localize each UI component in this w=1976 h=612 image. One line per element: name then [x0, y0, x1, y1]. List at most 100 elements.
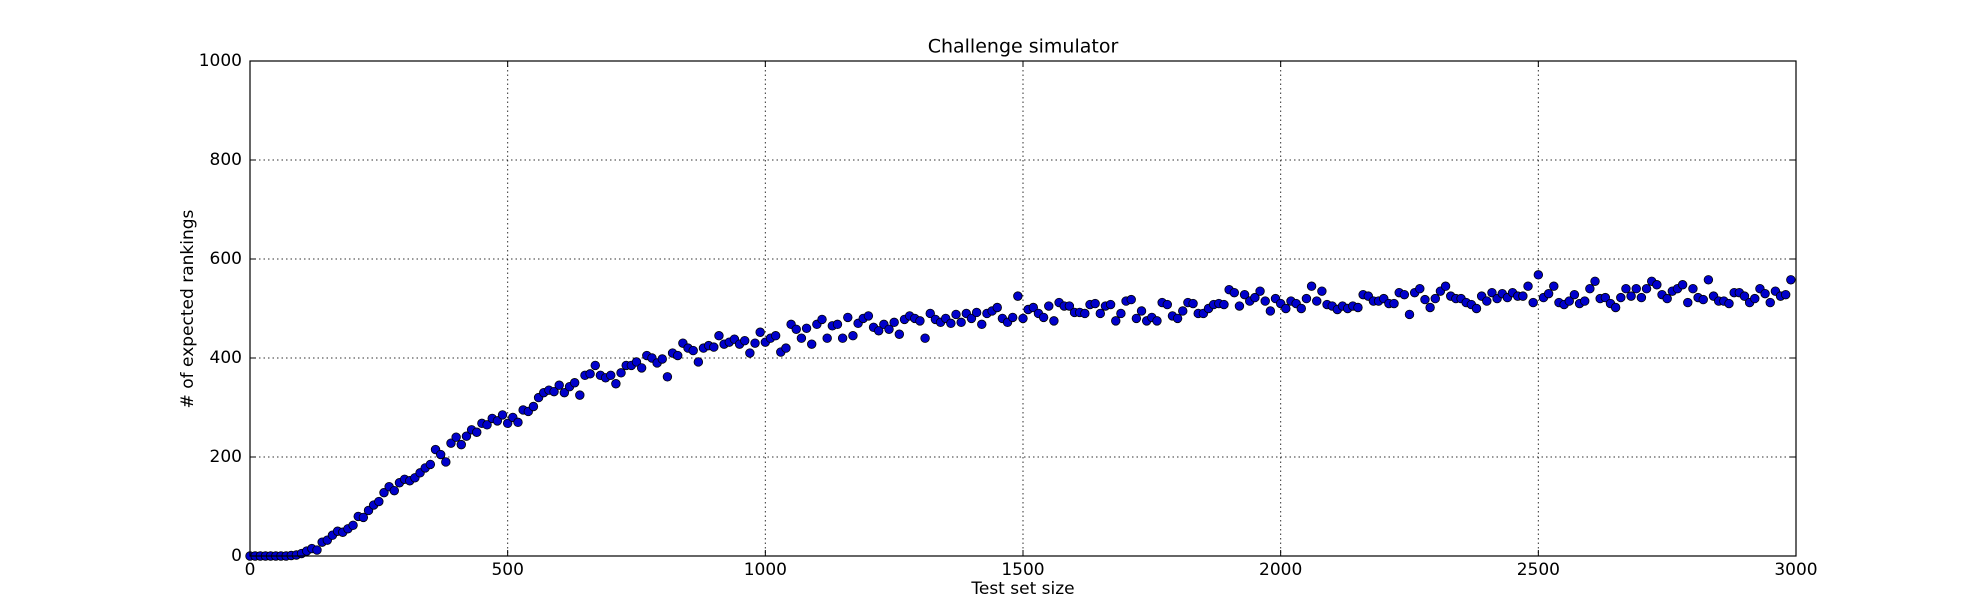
point: [1126, 294, 1136, 305]
point: [1518, 291, 1528, 301]
point: [1317, 286, 1327, 296]
point: [992, 302, 1002, 313]
y-tick-label: 600: [210, 249, 242, 269]
point: [1425, 302, 1435, 313]
point: [1610, 302, 1621, 313]
y-tick-label: 1000: [199, 51, 242, 71]
point: [1255, 286, 1265, 296]
x-tick-label: 1000: [744, 560, 787, 580]
point: [1724, 298, 1734, 309]
point: [1440, 281, 1451, 291]
point: [1296, 303, 1306, 314]
point: [1631, 284, 1641, 294]
point: [801, 323, 812, 334]
point: [693, 357, 704, 367]
point: [1178, 306, 1188, 316]
point: [482, 420, 492, 430]
point: [1641, 284, 1652, 294]
point: [971, 307, 982, 318]
point: [1487, 287, 1497, 298]
point: [1353, 302, 1363, 313]
point: [1564, 296, 1574, 306]
point: [606, 370, 616, 381]
point: [915, 316, 925, 326]
x-tick-label: 3000: [1774, 560, 1817, 580]
point: [874, 326, 884, 336]
point: [312, 545, 322, 555]
point: [750, 338, 760, 348]
point: [1482, 296, 1492, 306]
point: [590, 360, 600, 371]
point: [1038, 312, 1049, 323]
point: [611, 379, 621, 389]
point: [1528, 297, 1538, 308]
point: [1306, 281, 1317, 291]
point: [1420, 294, 1430, 305]
point: [966, 313, 977, 324]
point: [770, 331, 781, 341]
point: [837, 333, 848, 343]
point: [1698, 294, 1708, 305]
point: [1399, 289, 1410, 300]
point: [894, 329, 905, 339]
point: [616, 368, 626, 378]
point: [1265, 306, 1276, 316]
chart-title: Challenge simulator: [928, 36, 1119, 58]
point: [951, 309, 961, 320]
point: [348, 520, 358, 531]
point: [781, 343, 791, 353]
point: [1780, 289, 1791, 300]
point: [1616, 292, 1626, 303]
point: [472, 427, 482, 437]
point: [848, 331, 858, 341]
point: [1549, 281, 1559, 291]
point: [1105, 299, 1116, 310]
point: [1028, 302, 1039, 313]
point: [1739, 291, 1750, 301]
point: [1044, 301, 1054, 311]
point: [461, 431, 472, 441]
point: [425, 459, 436, 470]
point: [662, 372, 673, 382]
point: [755, 327, 765, 337]
x-tick-label: 2500: [1517, 560, 1560, 580]
point: [1234, 301, 1245, 311]
point: [1188, 298, 1198, 309]
point: [1688, 284, 1698, 294]
point: [1626, 291, 1636, 301]
point: [817, 314, 827, 325]
y-tick-label: 400: [210, 348, 242, 368]
point: [1636, 292, 1647, 303]
point: [1430, 293, 1440, 304]
point: [1064, 301, 1075, 311]
point: [807, 339, 817, 349]
point: [1095, 308, 1106, 319]
point: [863, 311, 874, 321]
point: [1471, 303, 1482, 314]
point: [709, 342, 719, 352]
point: [956, 317, 966, 328]
point: [502, 418, 513, 429]
point: [1662, 293, 1672, 304]
point: [822, 333, 832, 343]
point: [451, 432, 461, 442]
point: [1260, 296, 1270, 306]
point: [1013, 291, 1023, 301]
point: [1585, 284, 1595, 294]
point: [832, 319, 843, 330]
point: [745, 348, 755, 358]
point: [549, 386, 559, 397]
point: [791, 324, 801, 334]
point: [920, 333, 930, 343]
point: [1523, 281, 1533, 291]
point: [559, 387, 570, 398]
point: [1621, 284, 1631, 294]
point: [1683, 297, 1693, 308]
point: [673, 350, 683, 361]
point: [1250, 292, 1260, 303]
point: [1007, 312, 1018, 323]
y-tick-label: 0: [231, 546, 242, 566]
x-tick-label: 2000: [1259, 560, 1302, 580]
point: [1162, 299, 1172, 310]
